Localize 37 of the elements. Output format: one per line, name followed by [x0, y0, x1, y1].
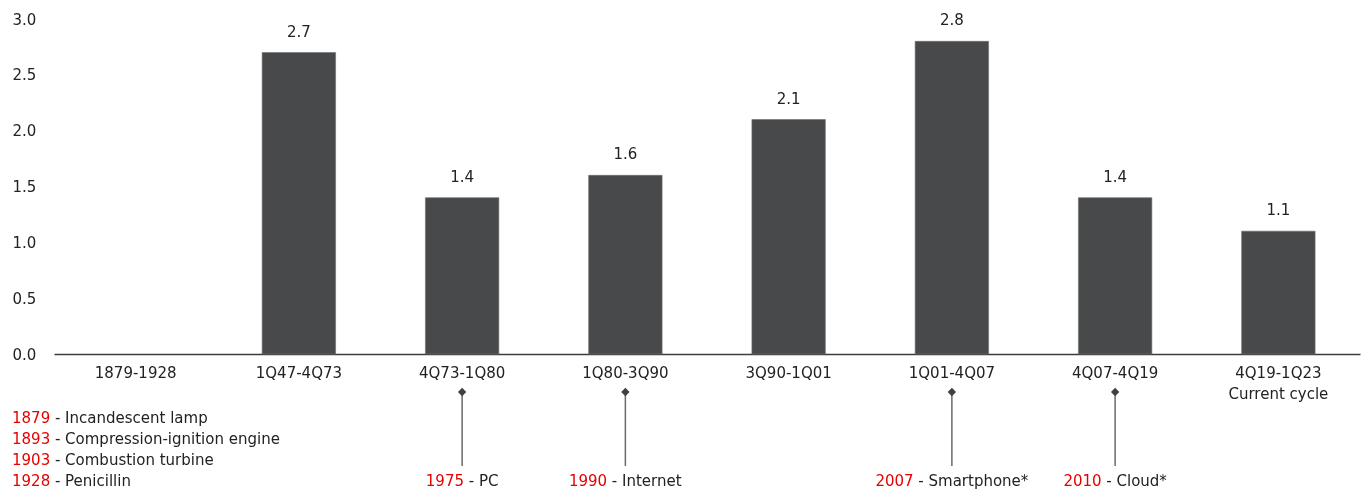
data-label: 2.7: [286, 22, 311, 41]
x-tick-label: 3Q90-1Q01: [745, 363, 832, 382]
x-tick-label: 4Q73-1Q80: [418, 363, 506, 382]
y-tick-label: 0.0: [12, 345, 37, 364]
x-tick-label: 1Q47-4Q73: [255, 363, 343, 382]
annotation: 2007 - Smartphone*: [875, 472, 1029, 490]
data-label: 1.4: [1103, 167, 1128, 186]
annotation: 2010 - Cloud*: [1063, 472, 1168, 490]
bar: [1078, 197, 1153, 355]
bar: [914, 41, 989, 355]
x-tick-label: 1Q80-3Q90: [582, 363, 669, 382]
y-tick-label: 0.5: [12, 289, 37, 308]
data-label: 2.1: [776, 89, 801, 108]
bar: [1241, 230, 1316, 355]
bar: [751, 119, 826, 355]
x-tick-label: 4Q19-1Q23 Current cycle: [1228, 363, 1329, 403]
x-tick-label: 4Q07-4Q19: [1071, 363, 1159, 382]
data-label: 1.6: [613, 145, 638, 164]
annotation: 1990 - Internet: [568, 472, 682, 490]
y-tick-label: 1.5: [12, 178, 37, 196]
text: 1903 - Combustion turbine: [12, 451, 214, 469]
y-tick-label: 2.0: [12, 122, 37, 141]
text: 1893 - Compression-ignition engine: [12, 430, 280, 448]
bar: [261, 52, 336, 355]
data-label: 2.8: [939, 11, 964, 30]
annotation: 1975 - PC: [425, 472, 499, 490]
bar: [588, 175, 663, 355]
text: 1879 - Incandescent lamp: [12, 409, 208, 427]
x-tick-label: 1Q01-4Q07: [908, 363, 996, 382]
text: 1928 - Penicillin: [12, 472, 131, 490]
y-tick-label: 2.5: [12, 66, 37, 85]
data-label: 1.4: [450, 167, 475, 186]
x-tick-label: 1879-1928: [94, 363, 177, 382]
data-label: 1.1: [1266, 201, 1291, 220]
y-tick-label: 1.0: [12, 233, 37, 252]
y-tick-label: 3.0: [12, 10, 37, 29]
bar: [425, 197, 500, 355]
